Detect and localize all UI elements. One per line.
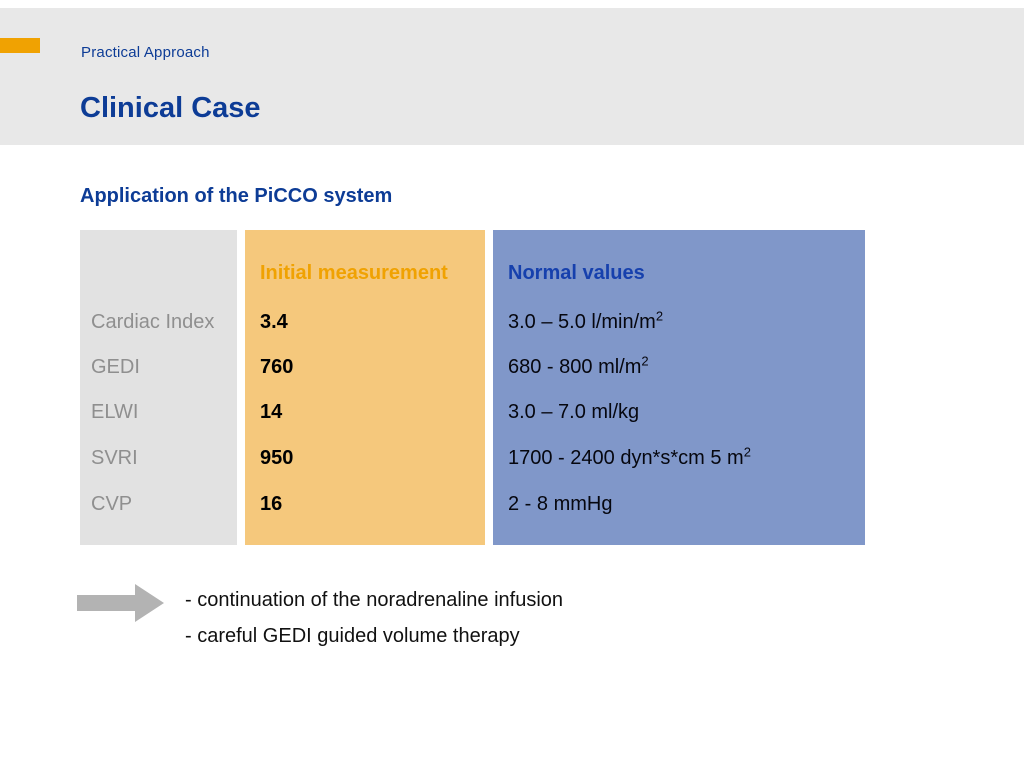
column-header-normal: Normal values bbox=[508, 262, 645, 284]
normal-value-superscript: 2 bbox=[655, 308, 664, 324]
section-subtitle: Application of the PiCCO system bbox=[80, 185, 393, 207]
normal-value-superscript: 2 bbox=[641, 353, 649, 369]
normal-value-text: 680 - 800 ml/m bbox=[508, 356, 642, 378]
normal-value: 680 - 800 ml/m2 bbox=[493, 352, 865, 382]
conclusion-line: - continuation of the noradrenaline infu… bbox=[185, 589, 564, 611]
measurements-table: Cardiac Index GEDI ELWI SVRI CVP Initial… bbox=[80, 230, 865, 545]
initial-value: 16 bbox=[260, 493, 283, 515]
right-arrow-icon bbox=[77, 582, 164, 624]
accent-bar bbox=[0, 38, 40, 53]
normal-value-text: 1700 - 2400 dyn*s*cm 5 m bbox=[508, 447, 744, 469]
row-label: ELWI bbox=[91, 401, 139, 423]
normal-value: 3.0 – 5.0 l/min/m2 bbox=[493, 307, 865, 337]
initial-value: 3.4 bbox=[260, 311, 288, 333]
initial-value: 14 bbox=[260, 401, 283, 423]
normal-value-text: 2 - 8 mmHg bbox=[508, 493, 613, 515]
normal-value: 1700 - 2400 dyn*s*cm 5 m2 bbox=[493, 443, 865, 473]
normal-value: 3.0 – 7.0 ml/kg bbox=[493, 397, 865, 427]
header-band bbox=[0, 8, 1024, 145]
initial-measurement-column: Initial measurement 3.4 760 14 950 16 bbox=[245, 230, 485, 545]
initial-value: 950 bbox=[260, 447, 294, 469]
normal-values-column: Normal values 3.0 – 5.0 l/min/m2 680 - 8… bbox=[493, 230, 865, 545]
column-header-initial: Initial measurement bbox=[260, 262, 448, 284]
row-label: SVRI bbox=[91, 447, 138, 469]
row-label: CVP bbox=[91, 493, 133, 515]
normal-value-text: 3.0 – 7.0 ml/kg bbox=[508, 401, 640, 423]
row-label: GEDI bbox=[91, 356, 140, 378]
normal-value: 2 - 8 mmHg bbox=[493, 489, 865, 519]
normal-value-text: 3.0 – 5.0 l/min/m bbox=[508, 311, 656, 333]
initial-value: 760 bbox=[260, 356, 294, 378]
conclusion-line: - careful GEDI guided volume therapy bbox=[185, 625, 520, 647]
breadcrumb: Practical Approach bbox=[81, 44, 210, 61]
page-title: Clinical Case bbox=[80, 92, 261, 124]
normal-value-superscript: 2 bbox=[743, 444, 751, 460]
parameter-labels-column: Cardiac Index GEDI ELWI SVRI CVP bbox=[80, 230, 237, 545]
row-label: Cardiac Index bbox=[91, 311, 215, 333]
